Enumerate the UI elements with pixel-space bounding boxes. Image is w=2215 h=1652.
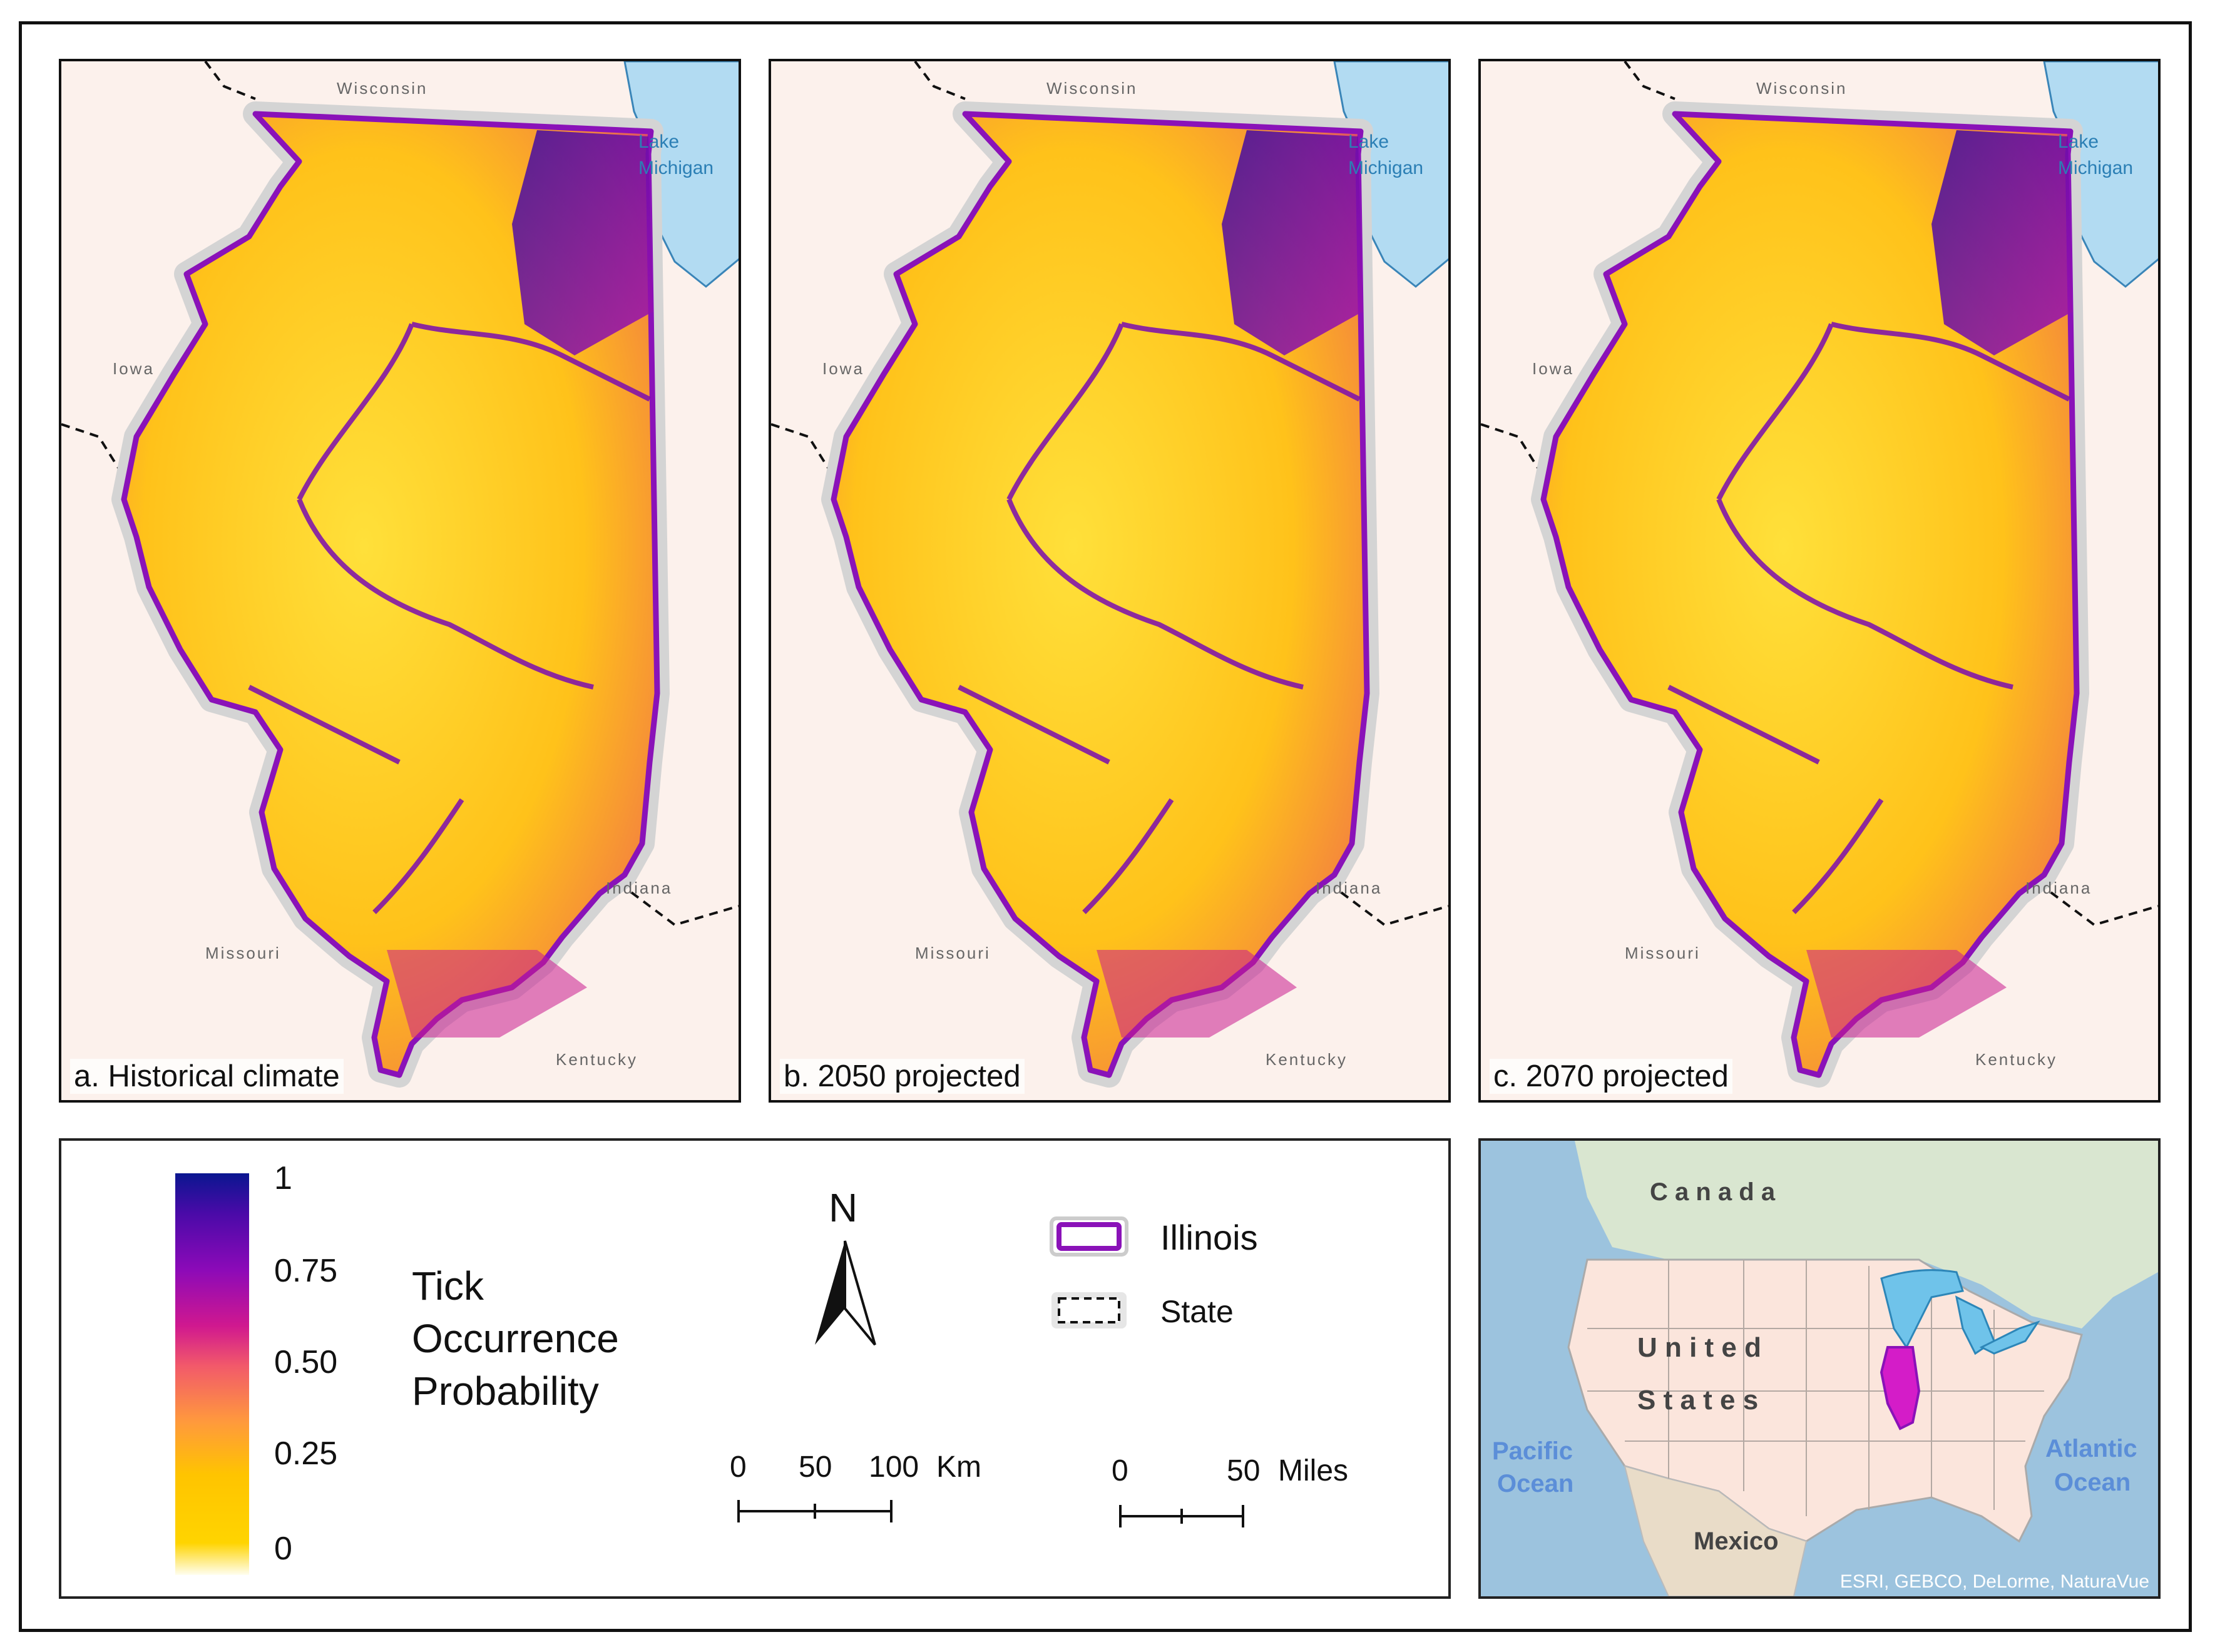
kentucky-label: Kentucky: [1266, 1050, 1348, 1069]
pacific-line1: Pacific: [1492, 1437, 1573, 1465]
iowa-label: Iowa: [822, 359, 864, 378]
illinois-map: [771, 61, 1448, 1088]
lake-label-line1: Lake: [638, 131, 680, 152]
legend-graphics: [175, 1173, 1244, 1575]
illinois-map: [61, 61, 739, 1088]
km-unit: Km: [936, 1451, 981, 1484]
lake-label-line2: Michigan: [1348, 158, 1424, 178]
legend-title-line: Probability: [412, 1369, 599, 1414]
lake-label-line1: Lake: [2058, 131, 2099, 152]
great-lakes: [1880, 1269, 1964, 1349]
indiana-label: Indiana: [1316, 879, 1383, 897]
wisconsin-label: Wisconsin: [1756, 79, 1848, 98]
state-legend-label: State: [1160, 1294, 1234, 1329]
illinois-map: [1481, 61, 2158, 1088]
panel-title: b. 2050 projected: [780, 1059, 1025, 1094]
colorbar-tick-0: 0: [274, 1531, 292, 1567]
illinois-symbol: [1056, 1222, 1122, 1251]
wisconsin-label: Wisconsin: [1046, 79, 1138, 98]
legend-title: Tick Occurrence Probability: [412, 1260, 619, 1417]
canada-label: C a n a d a: [1650, 1178, 1776, 1206]
illinois-outline: [121, 111, 660, 1078]
mexico-label: Mexico: [1694, 1527, 1779, 1555]
legend-title-line: Occurrence: [412, 1316, 619, 1361]
inset-credit: ESRI, GEBCO, DeLorme, NaturaVue: [1839, 1571, 2149, 1592]
missouri-label: Missouri: [205, 944, 281, 962]
map-panel: Wisconsin Iowa Missouri Indiana Kentucky…: [769, 59, 1451, 1103]
map-panel: Wisconsin Iowa Missouri Indiana Kentucky…: [59, 59, 741, 1103]
north-arrow-icon: [815, 1240, 876, 1346]
atlantic-line2: Ocean: [2054, 1469, 2131, 1496]
kentucky-label: Kentucky: [556, 1050, 638, 1069]
lake-label-line2: Michigan: [2058, 158, 2134, 178]
colorbar-tick-1: 1: [274, 1160, 292, 1196]
panel-title: a. Historical climate: [70, 1059, 344, 1094]
us-label-line1: U n i t e d: [1637, 1332, 1761, 1363]
illinois-outline: [831, 111, 1370, 1078]
illinois-legend-label: Illinois: [1160, 1218, 1258, 1257]
colorbar-tick-050: 0.50: [274, 1344, 338, 1380]
km-scale-bar: [737, 1500, 893, 1522]
north-label: N: [829, 1185, 858, 1230]
illinois-highlight: [1880, 1346, 1921, 1430]
mi-tick-0: 0: [1112, 1454, 1128, 1487]
indiana-label: Indiana: [2025, 879, 2092, 897]
us-label-line2: S t a t e s: [1637, 1385, 1759, 1415]
missouri-label: Missouri: [1625, 944, 1701, 962]
mi-unit: Miles: [1278, 1454, 1349, 1487]
km-tick-100: 100: [869, 1451, 919, 1484]
legend-title-line: Tick: [412, 1263, 484, 1308]
panel-title: c. 2070 projected: [1490, 1059, 1732, 1094]
inset-locator-map: C a n a d a U n i t e d S t a t e s Mexi…: [1478, 1138, 2161, 1599]
kentucky-label: Kentucky: [1975, 1050, 2057, 1069]
map-panel: Wisconsin Iowa Missouri Indiana Kentucky…: [1478, 59, 2161, 1103]
km-tick-50: 50: [799, 1451, 832, 1484]
legend-box: 1 0.75 0.50 0.25 0 Tick Occurrence Proba…: [59, 1138, 1451, 1599]
colorbar-tick-025: 0.25: [274, 1435, 338, 1472]
atlantic-line1: Atlantic: [2045, 1435, 2137, 1462]
km-tick-0: 0: [730, 1451, 747, 1484]
inset-graphics: [1567, 1141, 2158, 1596]
pacific-line2: Ocean: [1497, 1470, 1574, 1497]
missouri-label: Missouri: [915, 944, 991, 962]
illinois-outline: [1540, 111, 2080, 1078]
wisconsin-label: Wisconsin: [337, 79, 428, 98]
colorbar-tick-075: 0.75: [274, 1253, 338, 1289]
indiana-label: Indiana: [606, 879, 673, 897]
miles-scale-bar: [1119, 1505, 1244, 1527]
colorbar: [175, 1173, 249, 1575]
state-symbol: [1058, 1297, 1120, 1323]
mi-tick-50: 50: [1227, 1454, 1261, 1487]
iowa-label: Iowa: [1532, 359, 1574, 378]
iowa-label: Iowa: [113, 359, 155, 378]
lake-label-line1: Lake: [1348, 131, 1389, 152]
lake-label-line2: Michigan: [638, 158, 714, 178]
